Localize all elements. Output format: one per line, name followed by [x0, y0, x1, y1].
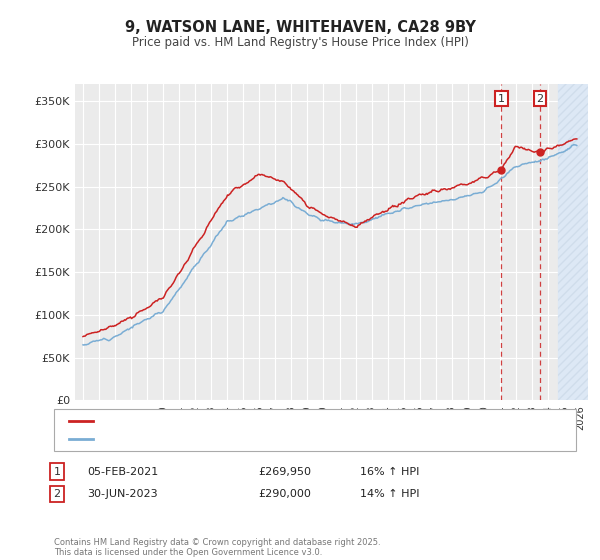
Bar	[557, 84, 588, 400]
Bar	[557, 84, 588, 400]
Text: 30-JUN-2023: 30-JUN-2023	[87, 489, 158, 499]
Text: 16% ↑ HPI: 16% ↑ HPI	[360, 466, 419, 477]
Text: £269,950: £269,950	[258, 466, 311, 477]
Text: £290,000: £290,000	[258, 489, 311, 499]
Text: 14% ↑ HPI: 14% ↑ HPI	[360, 489, 419, 499]
Text: 05-FEB-2021: 05-FEB-2021	[87, 466, 158, 477]
Text: 1: 1	[53, 466, 61, 477]
Text: 2: 2	[536, 94, 544, 104]
Text: 2: 2	[53, 489, 61, 499]
Text: HPI: Average price, detached house, Cumberland: HPI: Average price, detached house, Cumb…	[97, 434, 354, 444]
Text: 1: 1	[498, 94, 505, 104]
Text: Price paid vs. HM Land Registry's House Price Index (HPI): Price paid vs. HM Land Registry's House …	[131, 36, 469, 49]
Text: 9, WATSON LANE, WHITEHAVEN, CA28 9BY (detached house): 9, WATSON LANE, WHITEHAVEN, CA28 9BY (de…	[97, 416, 414, 426]
Text: Contains HM Land Registry data © Crown copyright and database right 2025.
This d: Contains HM Land Registry data © Crown c…	[54, 538, 380, 557]
Text: 9, WATSON LANE, WHITEHAVEN, CA28 9BY: 9, WATSON LANE, WHITEHAVEN, CA28 9BY	[125, 20, 475, 35]
